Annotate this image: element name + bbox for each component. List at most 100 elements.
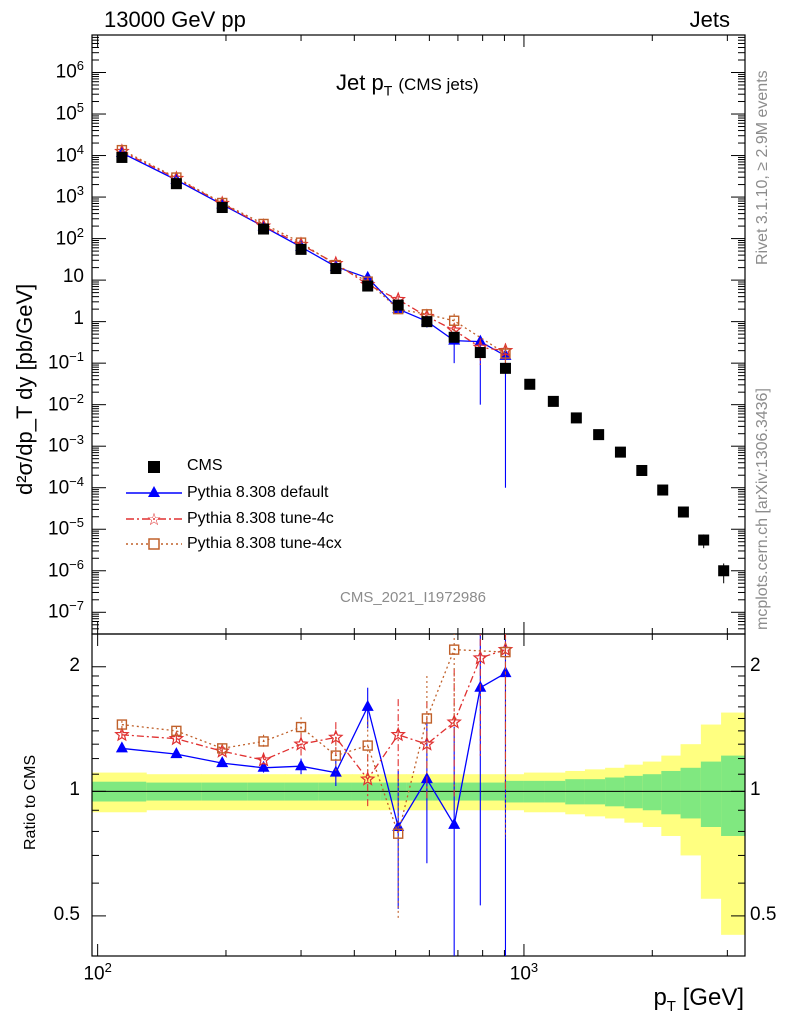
- marker-star: [255, 751, 272, 767]
- ratio-y-tick-label-right: 1: [750, 779, 761, 801]
- ratio-frame: [91, 633, 746, 957]
- y-tick-label: 1: [73, 307, 84, 329]
- series-line: [121, 149, 506, 355]
- marker-square: [216, 202, 228, 214]
- marker-star: [359, 771, 376, 786]
- marker-square-open: [171, 725, 182, 737]
- x-ticks: [97, 35, 728, 956]
- legend-label-cms: CMS: [187, 457, 223, 474]
- band-inner: [605, 777, 625, 807]
- band-inner: [624, 775, 644, 809]
- band-inner: [642, 774, 662, 811]
- y-tick-label: 103: [55, 183, 84, 208]
- header-right: Jets: [689, 7, 730, 32]
- marker-star: [390, 726, 406, 742]
- plot-title-paren: (CMS jets): [398, 75, 479, 94]
- y-tick-label: 10−6: [48, 556, 84, 582]
- marker-square: [330, 263, 342, 275]
- marker-square-open: [448, 315, 460, 326]
- marker-square: [570, 412, 582, 424]
- marker-square: [170, 178, 182, 190]
- marker-triangle: [216, 756, 229, 768]
- y-ticks-top: [92, 34, 745, 635]
- y-tick-label: 10−5: [48, 515, 84, 540]
- ratio-line: [121, 672, 506, 829]
- series-ratio-3: [116, 634, 511, 920]
- marker-star: [114, 726, 130, 742]
- marker-square: [718, 565, 730, 577]
- series-ratio-2: [114, 634, 514, 809]
- y-tick-label: 10−3: [48, 432, 84, 457]
- marker-triangle: [329, 765, 342, 777]
- y-tick-label: 105: [55, 100, 84, 125]
- legend-label-default: Pythia 8.308 default: [187, 484, 329, 501]
- marker-triangle: [392, 819, 405, 831]
- legend-marker-default: [148, 486, 160, 497]
- marker-square: [499, 362, 511, 374]
- analysis-name: CMS_2021_I1972986: [340, 589, 486, 606]
- header-left: 13000 GeV pp: [104, 7, 246, 32]
- ratio-y-tick-label-right: 2: [750, 654, 761, 676]
- band-inner: [680, 767, 702, 819]
- marker-square: [392, 299, 404, 311]
- marker-square: [636, 464, 648, 476]
- marker-square-open: [392, 828, 404, 839]
- marker-square: [524, 378, 536, 390]
- marker-triangle: [448, 817, 461, 829]
- marker-square: [362, 280, 374, 292]
- x-axis-label-sub: T: [666, 997, 676, 1015]
- top-frame: [91, 34, 746, 635]
- y-tick-label: 10−4: [48, 473, 84, 499]
- marker-square-open: [448, 644, 460, 655]
- marker-square: [116, 151, 128, 163]
- legend-markers: ☆: [126, 461, 182, 550]
- ratio-y-tick-label: 0.5: [53, 903, 80, 925]
- y-tick-label: 10−7: [48, 598, 84, 623]
- y-tick-label: 10−1: [48, 349, 84, 374]
- marker-square-open: [362, 740, 373, 751]
- marker-square-open: [330, 750, 342, 761]
- ratio-y-tick-label: 2: [69, 654, 80, 676]
- marker-square: [614, 446, 626, 458]
- marker-triangle: [115, 741, 128, 753]
- marker-square: [448, 331, 460, 343]
- x-tick-label: 102: [83, 960, 112, 985]
- ratio-bands: [92, 712, 745, 935]
- plot-title: Jet pT (CMS jets): [336, 70, 479, 98]
- ratio-y-tick-label-right: 0.5: [750, 903, 777, 925]
- marker-square: [547, 395, 559, 407]
- marker-square-open: [500, 646, 511, 658]
- marker-triangle: [361, 270, 374, 282]
- marker-square-open: [258, 736, 269, 747]
- legend-marker-4c: ☆: [146, 510, 161, 530]
- marker-triangle: [170, 747, 183, 759]
- marker-square: [258, 223, 270, 235]
- legend-marker-cms: [148, 461, 160, 473]
- marker-square: [593, 429, 605, 441]
- y-tick-label: 10: [62, 266, 84, 288]
- legend-label-4cx: Pythia 8.308 tune-4cx: [187, 535, 342, 552]
- plot-title-main: Jet p: [336, 70, 384, 95]
- marker-triangle: [295, 759, 308, 771]
- series-top-data: [116, 151, 730, 584]
- marker-star: [293, 736, 309, 751]
- marker-square-open: [217, 743, 228, 754]
- y-tick-label: 106: [55, 58, 84, 83]
- marker-square-open: [295, 721, 307, 733]
- marker-triangle: [361, 699, 374, 711]
- marker-square: [474, 347, 486, 359]
- y-tick-label: 104: [55, 141, 84, 166]
- marker-triangle: [257, 760, 270, 772]
- marker-star: [472, 649, 489, 665]
- x-tick-label: 103: [509, 960, 539, 985]
- plot-title-sub: T: [383, 82, 393, 99]
- marker-square: [698, 534, 710, 546]
- marker-star: [168, 730, 185, 746]
- ratio-line: [121, 648, 506, 781]
- legend-marker-4cx: [148, 538, 160, 550]
- band-inner: [700, 761, 722, 827]
- marker-square: [677, 506, 689, 518]
- x-axis-label-main: p: [653, 984, 667, 1011]
- band-inner: [661, 770, 682, 815]
